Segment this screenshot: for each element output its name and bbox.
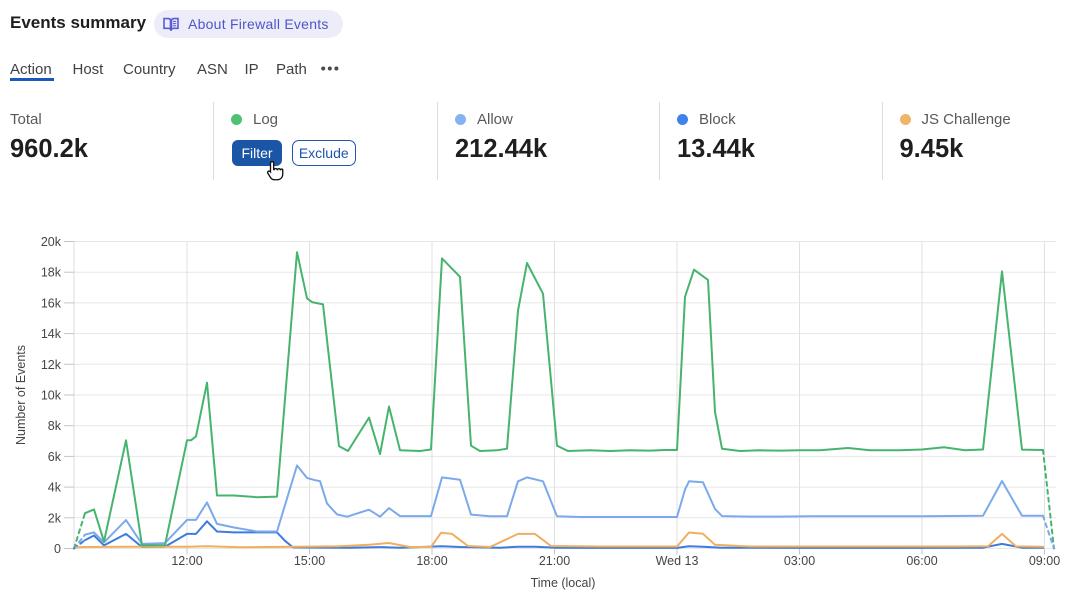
svg-text:2k: 2k: [48, 511, 62, 525]
svg-text:12k: 12k: [41, 358, 62, 372]
svg-text:09:00: 09:00: [1029, 554, 1060, 568]
svg-text:14k: 14k: [41, 327, 62, 341]
svg-text:Number of Events: Number of Events: [14, 345, 28, 445]
svg-text:Time (local): Time (local): [531, 576, 596, 590]
svg-text:21:00: 21:00: [539, 554, 570, 568]
svg-text:10k: 10k: [41, 389, 62, 403]
svg-text:4k: 4k: [48, 481, 62, 495]
svg-text:Wed 13: Wed 13: [656, 554, 699, 568]
svg-text:18k: 18k: [41, 266, 62, 280]
svg-text:16k: 16k: [41, 296, 62, 310]
svg-text:06:00: 06:00: [906, 554, 937, 568]
svg-text:15:00: 15:00: [294, 554, 325, 568]
svg-text:03:00: 03:00: [784, 554, 815, 568]
svg-text:20k: 20k: [41, 235, 62, 249]
svg-text:8k: 8k: [48, 419, 62, 433]
svg-text:12:00: 12:00: [171, 554, 202, 568]
svg-text:0: 0: [54, 542, 61, 556]
svg-text:18:00: 18:00: [416, 554, 447, 568]
svg-text:6k: 6k: [48, 450, 62, 464]
